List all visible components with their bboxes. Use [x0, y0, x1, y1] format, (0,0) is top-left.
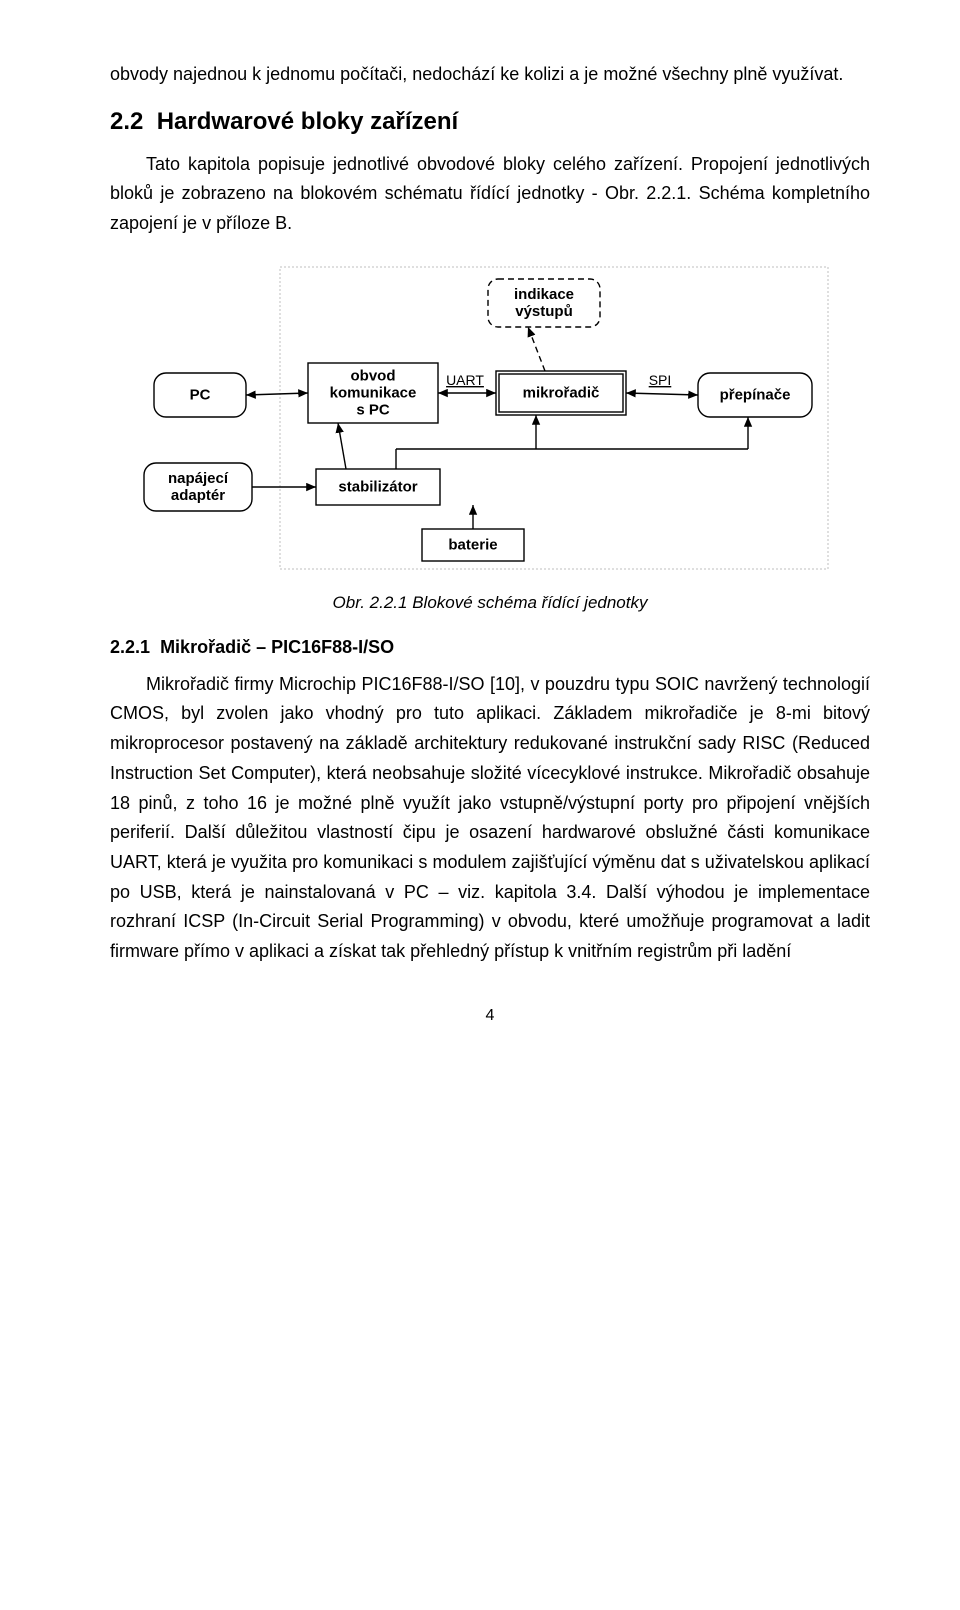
- figure-caption: Obr. 2.2.1 Blokové schéma řídící jednotk…: [110, 593, 870, 613]
- heading-3: 2.2.1 Mikrořadič – PIC16F88-I/SO: [110, 637, 870, 658]
- para-main: Mikrořadič firmy Microchip PIC16F88-I/SO…: [110, 670, 870, 967]
- para-continuation: obvody najednou k jednomu počítači, nedo…: [110, 60, 870, 90]
- svg-text:baterie: baterie: [448, 536, 497, 553]
- svg-text:adaptér: adaptér: [171, 487, 225, 504]
- svg-text:výstupů: výstupů: [515, 303, 573, 320]
- svg-text:UART: UART: [446, 372, 484, 388]
- svg-text:mikrořadič: mikrořadič: [523, 384, 600, 401]
- svg-text:přepínače: přepínače: [720, 386, 791, 403]
- svg-text:obvod: obvod: [351, 367, 396, 384]
- svg-text:stabilizátor: stabilizátor: [338, 478, 417, 495]
- svg-text:indikace: indikace: [514, 286, 574, 303]
- heading-2: 2.2 Hardwarové bloky zařízení: [110, 108, 870, 136]
- svg-text:s PC: s PC: [356, 401, 390, 418]
- h3-title: Mikrořadič – PIC16F88-I/SO: [160, 637, 394, 657]
- svg-text:PC: PC: [190, 386, 211, 403]
- svg-text:komunikace: komunikace: [330, 384, 417, 401]
- svg-text:SPI: SPI: [649, 372, 672, 388]
- block-diagram: indikacevýstupů PC obvodkomunikaces PC mikr…: [110, 263, 870, 573]
- page-number: 4: [110, 1007, 870, 1025]
- svg-text:napájecí: napájecí: [168, 470, 229, 487]
- h3-number: 2.2.1: [110, 637, 150, 657]
- para-intro: Tato kapitola popisuje jednotlivé obvodo…: [110, 150, 870, 239]
- h2-title: Hardwarové bloky zařízení: [157, 108, 458, 135]
- h2-number: 2.2: [110, 108, 143, 135]
